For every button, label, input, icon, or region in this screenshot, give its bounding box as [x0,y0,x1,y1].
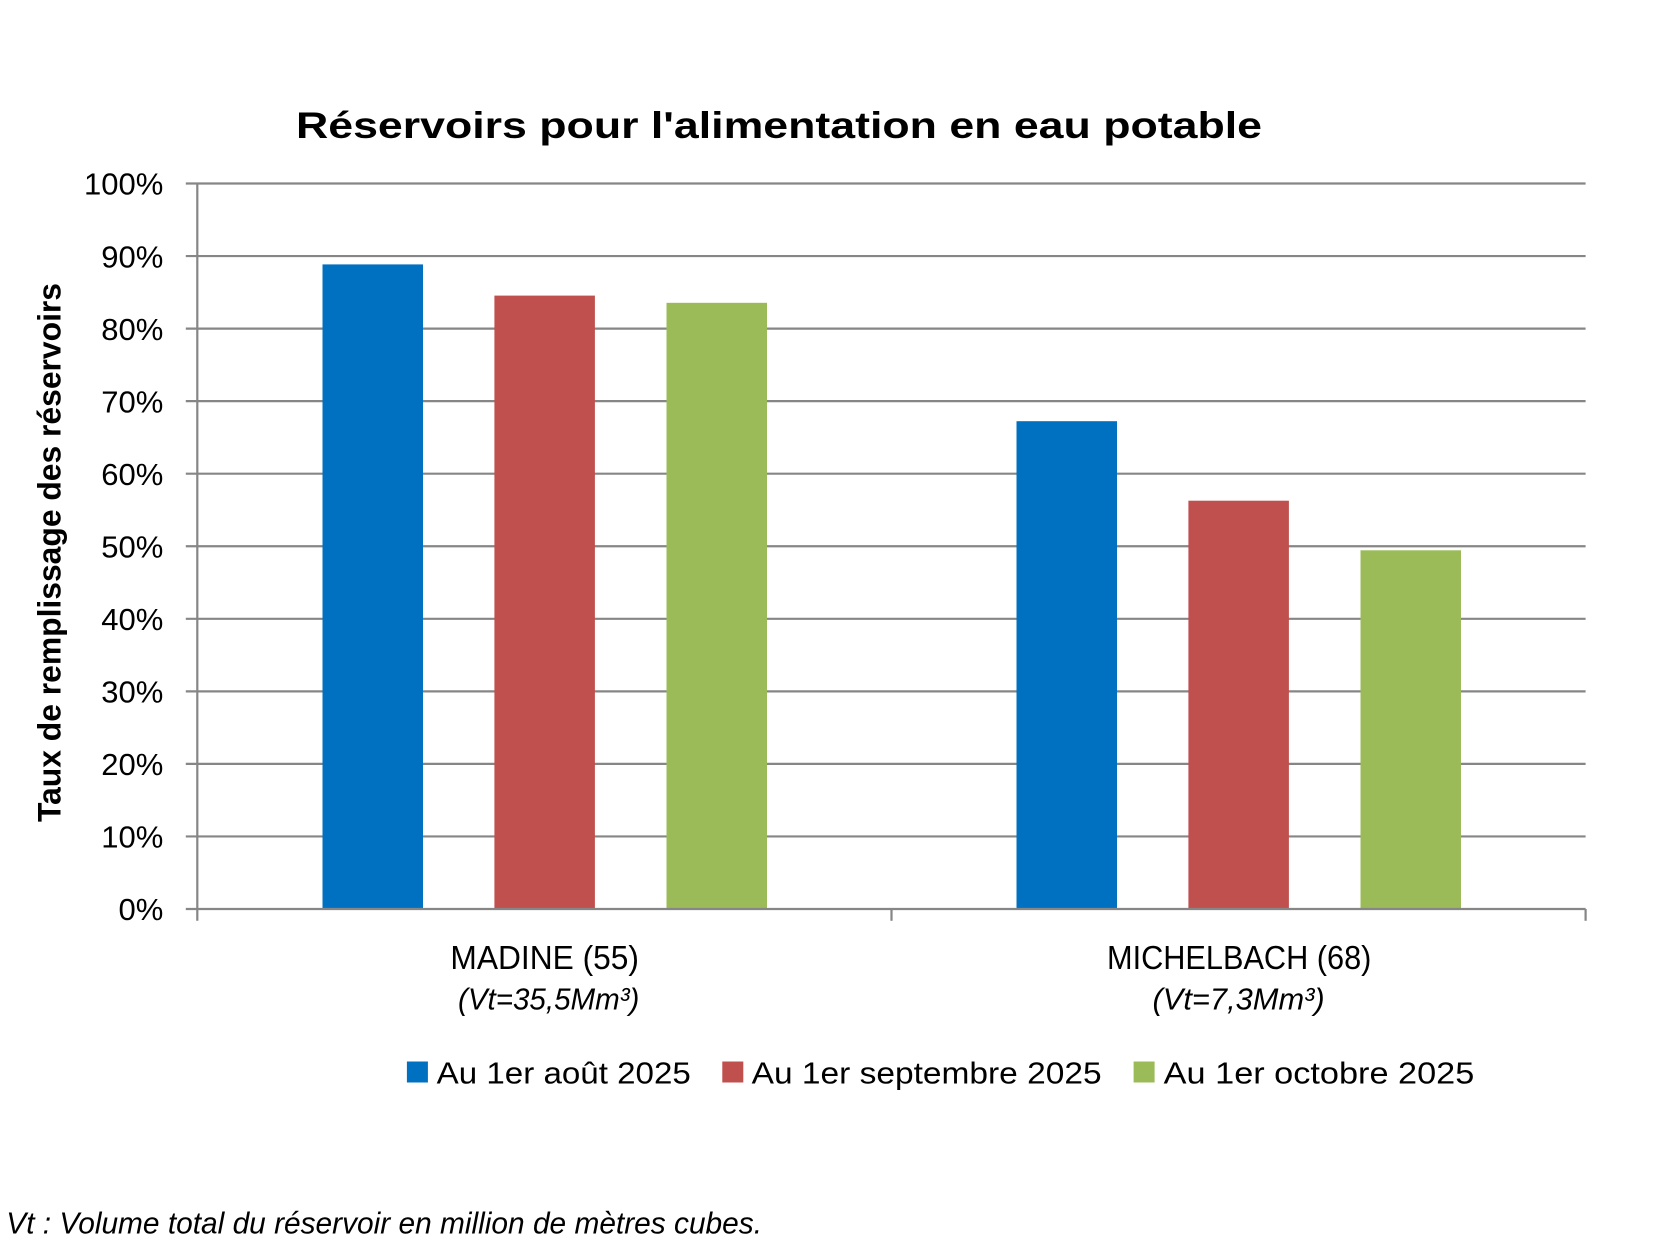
svg-text:90%: 90% [101,239,163,274]
svg-text:50%: 50% [101,529,163,564]
svg-text:Réservoirs pour l'alimentation: Réservoirs pour l'alimentation en eau po… [296,105,1262,146]
svg-text:Au 1er août 2025: Au 1er août 2025 [437,1055,691,1090]
svg-text:80%: 80% [101,312,163,347]
svg-text:Au 1er octobre 2025: Au 1er octobre 2025 [1164,1055,1475,1090]
svg-text:Au 1er septembre 2025: Au 1er septembre 2025 [752,1055,1102,1090]
svg-text:(Vt=35,5Mm³): (Vt=35,5Mm³) [458,982,639,1017]
svg-text:30%: 30% [101,675,163,710]
svg-text:MICHELBACH (68): MICHELBACH (68) [1107,939,1371,976]
svg-text:100%: 100% [84,167,163,202]
svg-text:70%: 70% [101,384,163,419]
svg-text:(Vt=7,3Mm³): (Vt=7,3Mm³) [1153,982,1325,1017]
svg-text:Vt : Volume total du réservoir: Vt : Volume total du réservoir en millio… [6,1206,762,1241]
svg-text:0%: 0% [118,892,163,927]
svg-text:Taux de remplissage des réserv: Taux de remplissage des réservoirs [32,283,68,822]
svg-text:40%: 40% [101,602,163,637]
svg-text:60%: 60% [101,457,163,492]
svg-text:10%: 10% [101,820,163,855]
svg-text:MADINE (55): MADINE (55) [450,939,639,976]
svg-text:20%: 20% [101,747,163,782]
